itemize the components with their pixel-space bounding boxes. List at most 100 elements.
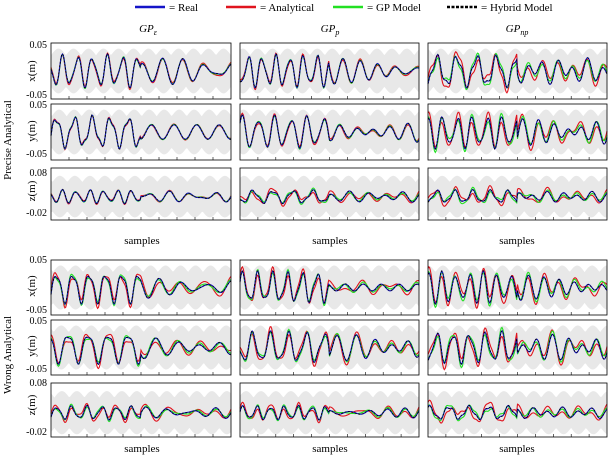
uncertainty-band bbox=[51, 109, 231, 155]
panel-frame bbox=[50, 103, 232, 161]
panel-frame bbox=[50, 42, 232, 100]
xlabel-precise-col2: samples bbox=[312, 235, 347, 247]
column-title-gp-np: GPnp bbox=[506, 23, 529, 37]
panel-frame bbox=[427, 103, 608, 161]
panel-precise-x-col1 bbox=[50, 42, 232, 100]
panel-frame bbox=[427, 319, 608, 376]
panel-wrong-x-col2 bbox=[239, 259, 420, 316]
ytick-z-wrong-bottom: -0.02 bbox=[26, 427, 47, 438]
legend-item-real: = Real bbox=[135, 2, 198, 14]
panel-precise-z-col2 bbox=[239, 167, 420, 221]
xlabel-precise-col1: samples bbox=[124, 235, 159, 247]
panel-frame bbox=[50, 167, 232, 221]
series-line-hybrid-model bbox=[427, 115, 608, 150]
ylabel-y-wrong: y(m) bbox=[26, 335, 38, 357]
panel-frame bbox=[50, 259, 232, 316]
series-line-hybrid-model bbox=[50, 404, 232, 421]
panel-wrong-x-col3 bbox=[427, 259, 608, 316]
panel-frame bbox=[239, 382, 420, 438]
ytick-x-wrong-bottom: -0.05 bbox=[26, 305, 47, 316]
series-line-hybrid-model bbox=[427, 189, 608, 203]
panel-precise-z-col3 bbox=[427, 167, 608, 221]
series-line-hybrid-model bbox=[239, 53, 420, 89]
series-line-hybrid-model bbox=[50, 275, 232, 306]
panel-frame bbox=[239, 319, 420, 376]
xlabel-wrong-col3: samples bbox=[499, 443, 534, 455]
legend-label-hybrid-model: = Hybrid Model bbox=[481, 2, 553, 14]
series-line-gp-model bbox=[427, 112, 608, 154]
uncertainty-band bbox=[240, 109, 419, 155]
panel-precise-y-col1 bbox=[50, 103, 232, 161]
series-line-hybrid-model bbox=[239, 404, 420, 421]
series-line-analytical bbox=[427, 266, 608, 310]
legend-item-hybrid-model: = Hybrid Model bbox=[447, 2, 553, 14]
panel-frame bbox=[239, 167, 420, 221]
xlabel-precise-col3: samples bbox=[499, 235, 534, 247]
series-line-hybrid-model bbox=[427, 404, 608, 421]
ytick-z-precise-bottom: -0.02 bbox=[26, 208, 47, 219]
xlabel-wrong-col2: samples bbox=[312, 443, 347, 455]
row-labels: x(m) y(m) z(m) x(m) y(m) z(m) bbox=[26, 60, 38, 415]
series-line-hybrid-model bbox=[50, 53, 232, 88]
panel-frame bbox=[427, 259, 608, 316]
series-line-real bbox=[50, 114, 232, 150]
ylabel-z-wrong: z(m) bbox=[26, 394, 38, 415]
panel-precise-x-col2 bbox=[239, 42, 420, 100]
panel-wrong-z-col3 bbox=[427, 382, 608, 438]
group-title-precise-analytical: Precise Analytical bbox=[2, 100, 14, 180]
panel-frame bbox=[239, 103, 420, 161]
y-tick-labels: 0.05 -0.05 0.05 -0.05 0.08 -0.02 0.05 -0… bbox=[26, 40, 47, 438]
ytick-y-wrong-top: 0.05 bbox=[30, 316, 48, 327]
ytick-x-precise-top: 0.05 bbox=[30, 40, 48, 51]
panel-frame bbox=[239, 259, 420, 316]
panel-frame bbox=[427, 167, 608, 221]
group-title-wrong-analytical: Wrong Analytical bbox=[2, 316, 14, 394]
ylabel-x-precise: x(m) bbox=[26, 60, 38, 82]
panel-precise-z-col1 bbox=[50, 167, 232, 221]
uncertainty-band bbox=[240, 175, 419, 218]
panel-wrong-y-col1 bbox=[50, 319, 232, 376]
panel-frame bbox=[50, 382, 232, 438]
series-line-analytical bbox=[239, 265, 420, 305]
ytick-y-precise-bottom: -0.05 bbox=[26, 149, 47, 160]
ytick-x-precise-bottom: -0.05 bbox=[26, 90, 47, 101]
series-line-analytical bbox=[427, 184, 608, 207]
ylabel-x-wrong: x(m) bbox=[26, 275, 38, 297]
panel-precise-x-col3 bbox=[427, 42, 608, 100]
panel-frame bbox=[50, 319, 232, 376]
series-line-analytical bbox=[239, 401, 420, 424]
column-title-gp-epsilon: GPε bbox=[139, 23, 158, 37]
series-line-hybrid-model bbox=[239, 114, 420, 149]
series-line-hybrid-model bbox=[50, 336, 231, 366]
series-line-hybrid-model bbox=[239, 189, 420, 205]
ytick-x-wrong-top: 0.05 bbox=[30, 255, 48, 266]
x-labels: samples samples samples samples samples … bbox=[124, 235, 534, 455]
panel-wrong-y-col3 bbox=[427, 319, 608, 376]
series-line-analytical bbox=[50, 402, 232, 424]
series-line-real bbox=[50, 188, 232, 205]
column-title-gp-p: GPp bbox=[321, 23, 340, 37]
xlabel-wrong-col1: samples bbox=[124, 443, 159, 455]
panel-wrong-y-col2 bbox=[239, 319, 420, 376]
uncertainty-band bbox=[51, 48, 231, 94]
uncertainty-band bbox=[240, 265, 419, 310]
ylabel-y-precise: y(m) bbox=[26, 120, 38, 142]
legend-label-gp-model: = GP Model bbox=[367, 2, 421, 14]
panel-frame bbox=[427, 42, 608, 100]
legend-item-analytical: = Analytical bbox=[226, 2, 314, 14]
series-line-analytical bbox=[50, 333, 232, 370]
panels bbox=[50, 42, 608, 438]
ytick-y-wrong-bottom: -0.05 bbox=[26, 364, 47, 375]
column-titles: GPε GPp GPnp bbox=[139, 23, 528, 37]
panel-precise-y-col2 bbox=[239, 103, 420, 161]
series-line-hybrid-model bbox=[239, 270, 420, 304]
legend-item-gp-model: = GP Model bbox=[333, 2, 421, 14]
legend-label-analytical: = Analytical bbox=[260, 2, 314, 14]
panel-frame bbox=[239, 42, 420, 100]
series-line-analytical bbox=[239, 187, 420, 207]
ytick-z-precise-top: 0.08 bbox=[30, 168, 48, 179]
legend-label-real: = Real bbox=[169, 2, 198, 14]
ytick-z-wrong-top: 0.08 bbox=[30, 378, 48, 389]
series-line-hybrid-model bbox=[50, 114, 231, 150]
